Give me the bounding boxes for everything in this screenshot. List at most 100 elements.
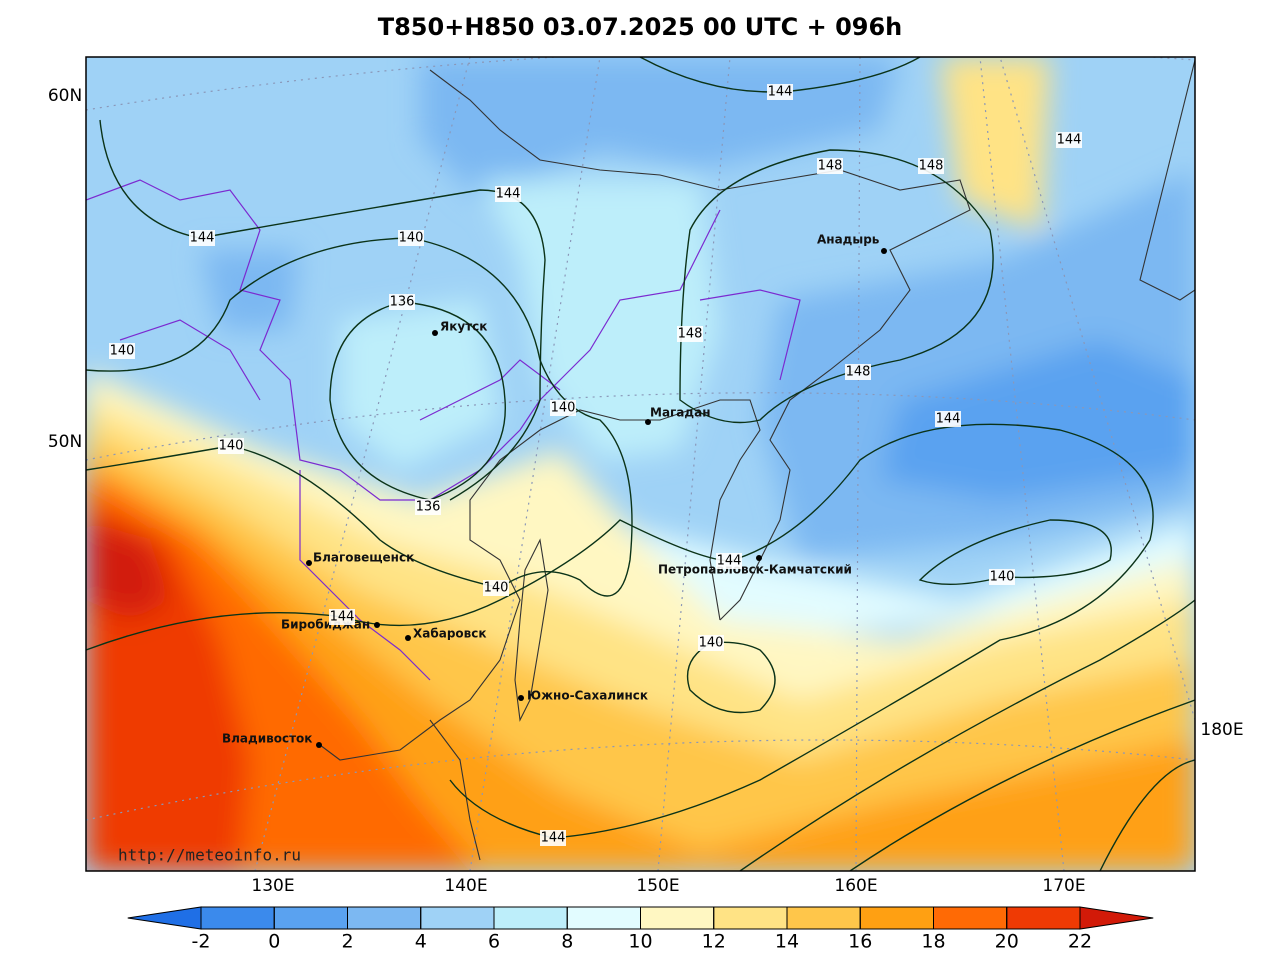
warm-area [940, 57, 1050, 230]
border-line [419, 359, 561, 421]
contour-line [639, 57, 921, 93]
lon-label: 150E [636, 876, 679, 896]
colorbar-tick-label: 2 [341, 931, 353, 953]
contour-label: 144 [541, 831, 566, 846]
lat-label: 60N [48, 86, 82, 106]
coast-line [429, 719, 481, 861]
city-label: Анадырь [817, 233, 880, 247]
contour-label-bg [109, 343, 135, 359]
contour-line [918, 519, 1112, 586]
colorbar-low-arrow [127, 906, 202, 930]
contour-line [679, 149, 994, 424]
coast-line [319, 399, 761, 761]
contour-line [739, 599, 1195, 871]
border-line [86, 179, 721, 501]
colorbar-tick-label: 20 [995, 931, 1019, 953]
grid-line [855, 57, 861, 871]
lon-label: 180E [1200, 720, 1243, 740]
city-label: Биробиджан [281, 618, 370, 632]
map-title: T850+H850 03.07.2025 00 UTC + 096h [378, 13, 903, 41]
lon-label: 140E [444, 876, 487, 896]
colorbar-segment [347, 906, 422, 930]
contour-label-bg [415, 499, 441, 515]
colorbar-tick-label: 22 [1068, 931, 1092, 953]
contour-label: 144 [190, 231, 215, 246]
border-line [119, 319, 261, 401]
contour-label: 148 [846, 365, 871, 380]
city-label: Благовещенск [313, 551, 414, 565]
contour-label: 136 [416, 500, 441, 515]
contour-label-bg [329, 609, 355, 625]
contour-label: 140 [219, 439, 244, 454]
contour-label-bg [817, 158, 843, 174]
lon-label: 130E [251, 876, 294, 896]
sakhalin [514, 538, 549, 722]
grid-line [999, 57, 1195, 721]
lat-label: 50N [48, 432, 82, 452]
contour-label: 140 [110, 344, 135, 359]
coast-line [1139, 59, 1195, 301]
colorbar-high-arrow [1079, 906, 1154, 930]
contour-label-bg [716, 553, 742, 569]
mild-area [480, 180, 720, 460]
colorbar-segment [640, 906, 715, 930]
contour-label-bg [989, 569, 1015, 585]
colorbar-tick-label: -2 [192, 931, 211, 953]
coast-line [429, 69, 971, 621]
cold-area [880, 340, 1195, 500]
colorbar-tick-label: 14 [775, 931, 799, 953]
colorbar-segment [493, 906, 568, 930]
contour-label: 144 [768, 85, 793, 100]
colorbar-segment [1006, 906, 1081, 930]
city-label: Якутск [440, 320, 487, 334]
lon-label: 160E [834, 876, 877, 896]
temperature-fill [86, 57, 1195, 871]
colorbar-tick-label: 10 [628, 931, 652, 953]
city-dot [405, 635, 411, 641]
contour-label: 144 [936, 412, 961, 427]
contour-line [86, 423, 1154, 839]
contour-label-bg [398, 230, 424, 246]
map-labels: http://meteoinfo.ru Якутск Магадан Анадырь Б… [109, 84, 1082, 865]
contour-label: 148 [818, 159, 843, 174]
contour-label-bg [389, 294, 415, 310]
contour-line [849, 699, 1195, 871]
hot-area [86, 520, 170, 620]
contour-label-bg [845, 364, 871, 380]
city-dot [432, 330, 438, 336]
credit: http://meteoinfo.ru [118, 846, 301, 865]
colorbar-tick-label: 16 [848, 931, 872, 953]
contour-label: 140 [699, 636, 724, 651]
contour-label: 140 [551, 401, 576, 416]
map-frame [85, 56, 1196, 872]
colorbar-tick-label: 4 [415, 931, 427, 953]
contour-label: 140 [484, 581, 509, 596]
contour-label-bg [677, 326, 703, 342]
colorbar-segment [859, 906, 934, 930]
contour-label: 136 [390, 295, 415, 310]
contour-label: 148 [919, 159, 944, 174]
contour-label-bg [540, 830, 566, 846]
colorbar-tick-label: 12 [702, 931, 726, 953]
contours [86, 57, 1195, 871]
colorbar-tick-label: 6 [488, 931, 500, 953]
colorbar-tick-label: 0 [268, 931, 280, 953]
colorbar-tick-label: 18 [921, 931, 945, 953]
contour-label: 140 [990, 570, 1015, 585]
city-dot [316, 742, 322, 748]
city-label: Хабаровск [413, 627, 487, 641]
contour-label: 144 [717, 554, 742, 569]
city-label: Южно-Сахалинск [527, 689, 648, 703]
city-dot [881, 248, 887, 254]
city-dot [645, 419, 651, 425]
contour-line [686, 641, 776, 714]
contour-label-bg [218, 438, 244, 454]
contour-label-bg [495, 186, 521, 202]
colorbar-tick-label: 8 [561, 931, 573, 953]
contour-label: 144 [330, 610, 355, 625]
mild-area [340, 300, 500, 470]
colorbar-segment [420, 906, 495, 930]
contour-label: 140 [399, 231, 424, 246]
lon-label: 170E [1042, 876, 1085, 896]
